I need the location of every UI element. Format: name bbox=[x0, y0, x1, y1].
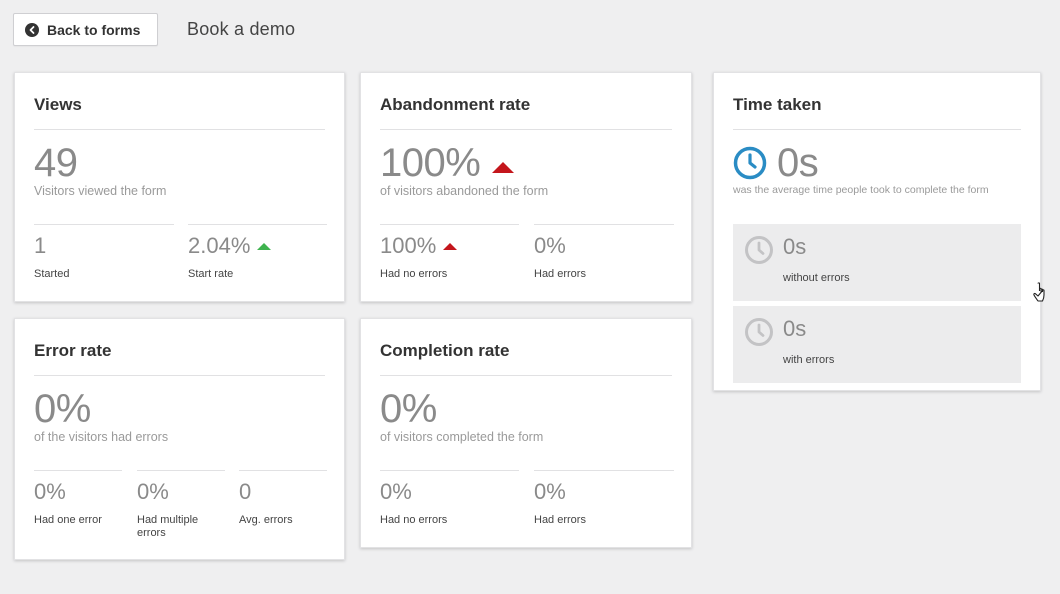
error-rate-value-text: 0% bbox=[34, 387, 91, 431]
stat-value-text: 0% bbox=[380, 479, 412, 504]
time-taken-value-text: 0s bbox=[777, 141, 819, 185]
stat-value: 100% bbox=[380, 233, 519, 259]
stat-value: 1 bbox=[34, 233, 174, 259]
completion-value-text: 0% bbox=[380, 387, 437, 431]
stat-value: 0% bbox=[534, 233, 674, 259]
stat-value: 0 bbox=[239, 479, 327, 505]
arrow-left-icon bbox=[25, 22, 39, 37]
stat-label: Had errors bbox=[534, 514, 586, 526]
views-card: Views 49 Visitors viewed the form 1 Star… bbox=[14, 72, 345, 302]
stat-value: 2.04% bbox=[188, 233, 327, 259]
stat-value: 0% bbox=[534, 479, 674, 505]
stat-value: 0% bbox=[380, 479, 519, 505]
stat-label: Start rate bbox=[188, 268, 234, 280]
top-bar: Back to forms Book a demo bbox=[13, 13, 295, 46]
divider bbox=[380, 129, 672, 130]
views-stat-start-rate: 2.04% Start rate bbox=[188, 224, 327, 281]
views-title: Views bbox=[34, 95, 82, 114]
trend-up-icon bbox=[492, 161, 515, 173]
stat-label: Had no errors bbox=[380, 268, 448, 280]
error-stat-one-error: 0% Had one error bbox=[34, 470, 122, 527]
stat-label: Started bbox=[34, 268, 70, 280]
error-stat-avg-errors: 0 Avg. errors bbox=[239, 470, 327, 527]
divider bbox=[733, 129, 1021, 130]
time-without-errors-label: without errors bbox=[783, 272, 850, 284]
stat-value: 0% bbox=[34, 479, 122, 505]
completion-description: of visitors completed the form bbox=[380, 430, 544, 444]
stat-value-text: 2.04% bbox=[188, 233, 251, 258]
stat-value-text: 0 bbox=[239, 479, 252, 504]
completion-title: Completion rate bbox=[380, 341, 510, 360]
stat-label: Had one error bbox=[34, 514, 102, 526]
time-without-errors-panel: 0s without errors bbox=[733, 224, 1021, 301]
completion-stat-no-errors: 0% Had no errors bbox=[380, 470, 519, 527]
hand-cursor-icon bbox=[1033, 282, 1049, 309]
error-stat-multiple-errors: 0% Had multiple errors bbox=[137, 470, 225, 540]
error-rate-value: 0% bbox=[34, 387, 91, 431]
abandonment-stat-no-errors: 100% Had no errors bbox=[380, 224, 519, 281]
time-without-errors-value: 0s bbox=[783, 234, 807, 259]
clock-icon bbox=[744, 317, 774, 352]
trend-up-icon bbox=[443, 242, 458, 250]
stat-value-text: 0% bbox=[137, 479, 169, 504]
views-value: 49 bbox=[34, 141, 78, 185]
stat-value-text: 1 bbox=[34, 233, 47, 258]
time-taken-card: Time taken 0s was the average time peopl… bbox=[713, 72, 1041, 391]
stat-value: 0% bbox=[137, 479, 225, 505]
time-with-errors-panel: 0s with errors bbox=[733, 306, 1021, 383]
views-description: Visitors viewed the form bbox=[34, 184, 167, 198]
divider bbox=[34, 375, 325, 376]
abandonment-title: Abandonment rate bbox=[380, 95, 531, 114]
completion-stat-errors: 0% Had errors bbox=[534, 470, 674, 527]
back-to-forms-button[interactable]: Back to forms bbox=[13, 13, 158, 46]
error-rate-description: of the visitors had errors bbox=[34, 430, 169, 444]
stat-label: Had no errors bbox=[380, 514, 448, 526]
stat-value-text: 0% bbox=[534, 233, 566, 258]
abandonment-description: of visitors abandoned the form bbox=[380, 184, 549, 198]
stat-label: Had multiple errors bbox=[137, 514, 199, 539]
abandonment-card: Abandonment rate 100% of visitors abando… bbox=[360, 72, 692, 302]
completion-rate-card: Completion rate 0% of visitors completed… bbox=[360, 318, 692, 548]
clock-icon bbox=[744, 235, 774, 270]
time-with-errors-value: 0s bbox=[783, 316, 807, 341]
time-taken-description: was the average time people took to comp… bbox=[733, 184, 989, 196]
abandonment-stat-errors: 0% Had errors bbox=[534, 224, 674, 281]
back-to-forms-label: Back to forms bbox=[47, 21, 141, 38]
error-rate-title: Error rate bbox=[34, 341, 112, 360]
stat-value-text: 0% bbox=[34, 479, 66, 504]
stat-label: Had errors bbox=[534, 268, 586, 280]
views-stat-started: 1 Started bbox=[34, 224, 174, 281]
divider bbox=[380, 375, 672, 376]
time-taken-title: Time taken bbox=[733, 95, 822, 114]
abandonment-value: 100% bbox=[380, 141, 515, 185]
stat-label: Avg. errors bbox=[239, 514, 293, 526]
stat-value-text: 100% bbox=[380, 233, 437, 258]
time-with-errors-label: with errors bbox=[783, 354, 835, 366]
clock-icon bbox=[733, 146, 767, 180]
views-value-text: 49 bbox=[34, 141, 78, 185]
divider bbox=[34, 129, 325, 130]
completion-value: 0% bbox=[380, 387, 437, 431]
abandonment-value-text: 100% bbox=[380, 141, 481, 185]
time-taken-value: 0s bbox=[733, 141, 819, 185]
error-rate-card: Error rate 0% of the visitors had errors… bbox=[14, 318, 345, 560]
form-name: Book a demo bbox=[187, 19, 296, 39]
stat-value-text: 0% bbox=[534, 479, 566, 504]
trend-up-icon bbox=[257, 242, 272, 250]
